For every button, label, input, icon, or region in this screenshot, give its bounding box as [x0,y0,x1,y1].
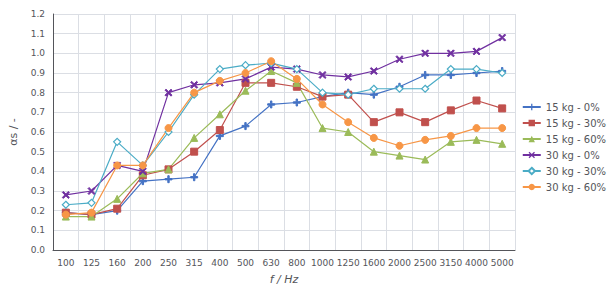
svg-text:500: 500 [237,258,254,268]
svg-text:0.8: 0.8 [31,88,46,98]
svg-text:30 kg - 0%: 30 kg - 0% [546,150,600,161]
svg-text:4000: 4000 [465,258,488,268]
svg-text:0.2: 0.2 [31,206,45,216]
svg-text:0.6: 0.6 [31,127,46,137]
svg-text:0.0: 0.0 [31,245,46,255]
svg-text:30 kg - 30%: 30 kg - 30% [546,166,606,177]
svg-text:2000: 2000 [388,258,411,268]
svg-text:1600: 1600 [362,258,385,268]
svg-text:5000: 5000 [491,258,514,268]
svg-text:1.2: 1.2 [31,9,45,19]
svg-text:f / Hz: f / Hz [270,273,299,286]
svg-text:315: 315 [186,258,203,268]
svg-text:400: 400 [211,258,228,268]
svg-text:30 kg - 60%: 30 kg - 60% [546,182,606,193]
svg-text:3150: 3150 [439,258,462,268]
svg-text:2500: 2500 [414,258,437,268]
svg-text:0.7: 0.7 [31,107,45,117]
svg-text:1250: 1250 [337,258,360,268]
svg-text:100: 100 [57,258,74,268]
svg-text:15 kg - 60%: 15 kg - 60% [546,134,606,145]
svg-text:630: 630 [263,258,280,268]
svg-text:0.4: 0.4 [31,166,46,176]
svg-text:1.0: 1.0 [31,48,46,58]
svg-text:1.1: 1.1 [31,29,45,39]
svg-text:800: 800 [288,258,305,268]
svg-text:160: 160 [109,258,126,268]
svg-text:0.1: 0.1 [31,225,45,235]
svg-text:1000: 1000 [311,258,334,268]
svg-text:15 kg - 30%: 15 kg - 30% [546,118,606,129]
svg-text:250: 250 [160,258,177,268]
svg-text:125: 125 [83,258,100,268]
svg-text:0.5: 0.5 [31,147,45,157]
svg-text:αs / -: αs / - [7,118,20,146]
svg-text:200: 200 [134,258,151,268]
svg-text:0.9: 0.9 [31,68,46,78]
svg-text:0.3: 0.3 [31,186,45,196]
svg-text:15 kg - 0%: 15 kg - 0% [546,102,600,113]
